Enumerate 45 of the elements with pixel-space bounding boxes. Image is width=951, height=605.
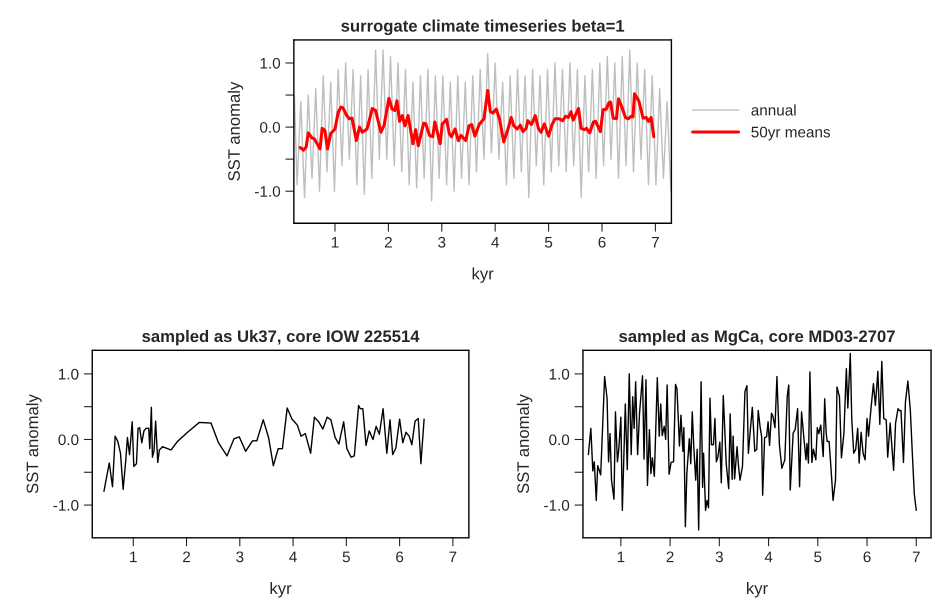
y-tick-label: 0.0 [58,434,78,446]
y-tick-label: 1.0 [260,58,280,69]
y-tick-label: 0.0 [260,122,280,133]
x-tick-label: 6 [864,551,871,562]
y-tick-label: -1.0 [53,500,78,511]
x-tick-label: 3 [236,551,244,562]
line-series [103,404,425,492]
x-tick-label: 6 [396,551,404,562]
x-tick-label: 4 [289,552,297,562]
x-tick-label: 5 [342,552,350,562]
y-tick-label: 1.0 [550,368,570,380]
line-series [298,89,656,152]
y-tick-label: 0.0 [549,434,570,446]
y-axis-title: SST anomaly [516,394,532,494]
x-tick-label: 7 [449,552,456,562]
y-axis-title: SST anomaly [26,394,42,494]
chart-title: sampled as MgCa, core MD03-2707 [619,330,895,346]
x-tick-label: 5 [544,237,552,248]
x-tick-label: 2 [666,551,674,562]
x-tick-label: 6 [598,236,606,248]
legend-label: 50yr means [751,126,830,140]
chart-title: sampled as Uk37, core IOW 225514 [142,330,420,346]
y-axis-title: SST anomaly [228,82,244,181]
x-axis-title: kyr [270,582,292,598]
line-series [294,49,672,202]
x-tick-label: 7 [912,552,920,562]
x-tick-label: 3 [716,551,723,562]
line-series [588,352,917,531]
chart-title: surrogate climate timeseries beta=1 [341,20,624,36]
x-tick-label: 1 [332,237,338,248]
x-tick-label: 5 [814,552,822,562]
x-tick-label: 1 [618,552,624,562]
y-tick-label: -1.0 [255,186,280,197]
x-tick-label: 1 [130,552,137,562]
x-tick-label: 7 [652,237,659,248]
x-tick-label: 2 [183,551,190,562]
x-tick-label: 4 [764,552,772,562]
x-tick-label: 4 [491,237,499,248]
x-axis-title: kyr [472,267,494,283]
y-tick-label: 1.0 [58,368,78,380]
legend-label: annual [751,104,796,116]
x-tick-label: 2 [384,236,392,248]
y-tick-label: -1.0 [544,500,570,511]
x-axis-title: kyr [747,582,768,598]
x-tick-label: 3 [438,236,446,248]
